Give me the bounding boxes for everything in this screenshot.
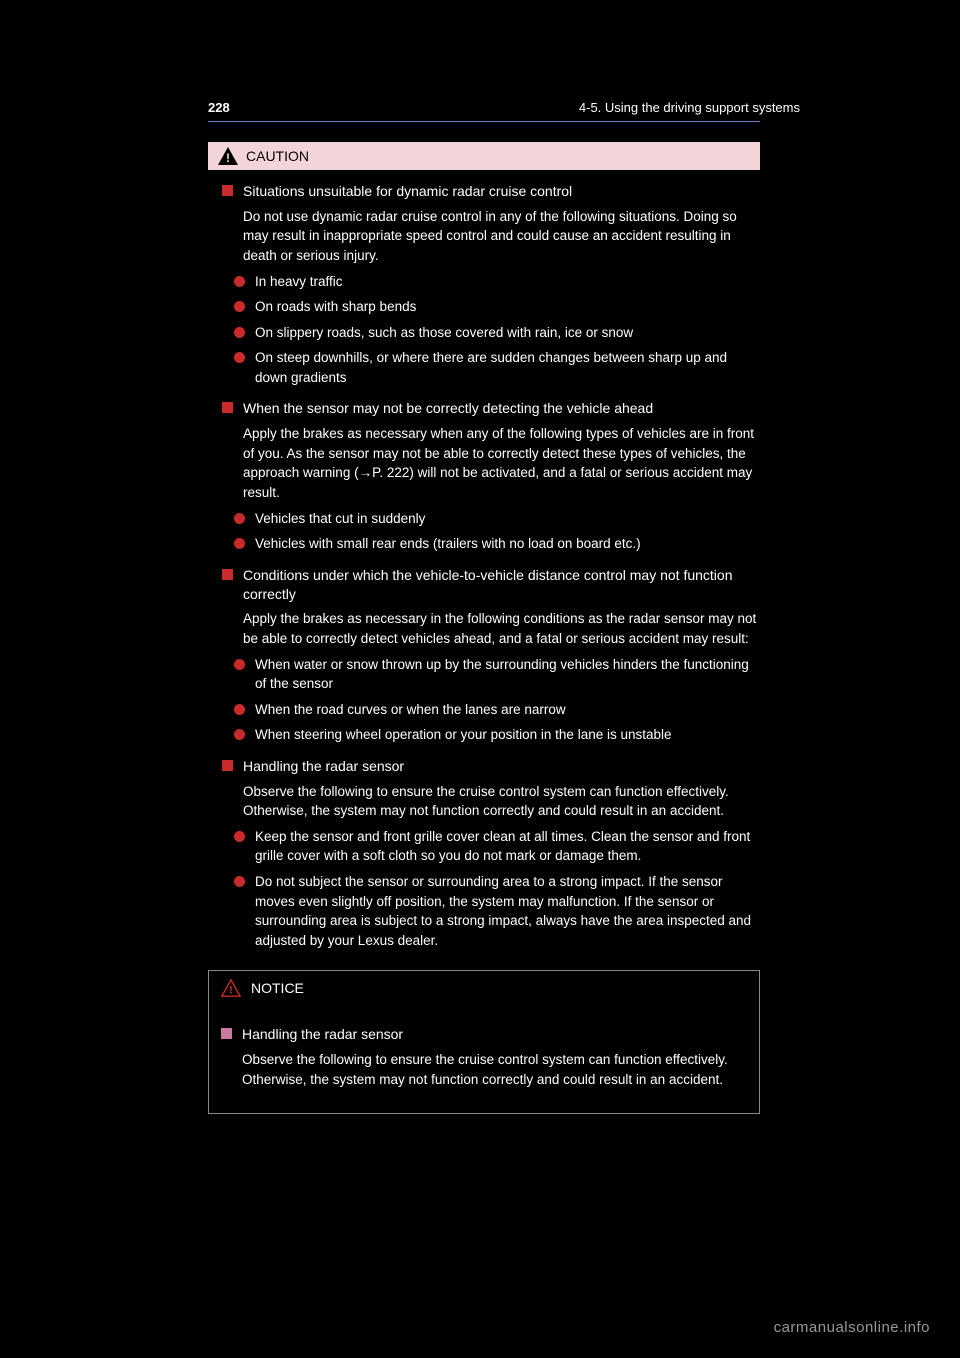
page-number: 228 bbox=[208, 100, 230, 115]
dot-bullet-icon bbox=[234, 831, 245, 842]
dot-bullet-icon bbox=[234, 538, 245, 549]
bullet-item: Keep the sensor and front grille cover c… bbox=[255, 827, 760, 866]
watermark: carmanualsonline.info bbox=[774, 1319, 930, 1336]
caution-banner: ! CAUTION bbox=[208, 142, 760, 170]
section-intro: Apply the brakes as necessary when any o… bbox=[243, 424, 760, 502]
header-divider bbox=[208, 121, 760, 122]
page-content: ! CAUTION Situations unsuitable for dyna… bbox=[208, 142, 760, 1114]
section-intro: Observe the following to ensure the crui… bbox=[243, 782, 760, 821]
square-bullet-icon bbox=[222, 760, 233, 771]
section-heading: 4-5. Using the driving support systems bbox=[579, 100, 800, 115]
caution-section: Handling the radar sensor Observe the fo… bbox=[208, 757, 760, 950]
bullet-item: Vehicles that cut in suddenly bbox=[255, 509, 425, 529]
caution-section: Situations unsuitable for dynamic radar … bbox=[208, 182, 760, 387]
section-title: Conditions under which the vehicle-to-ve… bbox=[243, 566, 760, 604]
bullet-item: On slippery roads, such as those covered… bbox=[255, 323, 633, 343]
bullet-item: When water or snow thrown up by the surr… bbox=[255, 655, 760, 694]
square-bullet-icon bbox=[221, 1028, 232, 1039]
caution-section: When the sensor may not be correctly det… bbox=[208, 399, 760, 553]
dot-bullet-icon bbox=[234, 513, 245, 524]
bullet-item: When steering wheel operation or your po… bbox=[255, 725, 672, 745]
bullet-item: When the road curves or when the lanes a… bbox=[255, 700, 566, 720]
dot-bullet-icon bbox=[234, 729, 245, 740]
dot-bullet-icon bbox=[234, 704, 245, 715]
svg-text:!: ! bbox=[229, 985, 233, 997]
dot-bullet-icon bbox=[234, 876, 245, 887]
alert-triangle-outline-icon: ! bbox=[221, 979, 241, 997]
bullet-item: On roads with sharp bends bbox=[255, 297, 416, 317]
svg-text:!: ! bbox=[226, 151, 230, 165]
dot-bullet-icon bbox=[234, 301, 245, 312]
notice-label: NOTICE bbox=[251, 980, 304, 996]
bullet-item: Vehicles with small rear ends (trailers … bbox=[255, 534, 641, 554]
caution-section: Conditions under which the vehicle-to-ve… bbox=[208, 566, 760, 745]
section-title: Situations unsuitable for dynamic radar … bbox=[243, 182, 572, 201]
bullet-item: Do not subject the sensor or surrounding… bbox=[255, 872, 760, 950]
section-title: Handling the radar sensor bbox=[243, 757, 404, 776]
dot-bullet-icon bbox=[234, 327, 245, 338]
dot-bullet-icon bbox=[234, 276, 245, 287]
square-bullet-icon bbox=[222, 569, 233, 580]
bullet-item: On steep downhills, or where there are s… bbox=[255, 348, 760, 387]
section-intro: Do not use dynamic radar cruise control … bbox=[243, 207, 760, 266]
dot-bullet-icon bbox=[234, 352, 245, 363]
bullet-item: In heavy traffic bbox=[255, 272, 343, 292]
square-bullet-icon bbox=[222, 185, 233, 196]
notice-box: ! NOTICE Handling the radar sensor Obser… bbox=[208, 970, 760, 1114]
notice-body-text: Observe the following to ensure the crui… bbox=[242, 1050, 741, 1089]
caution-label: CAUTION bbox=[246, 148, 309, 164]
section-title: When the sensor may not be correctly det… bbox=[243, 399, 653, 418]
dot-bullet-icon bbox=[234, 659, 245, 670]
square-bullet-icon bbox=[222, 402, 233, 413]
notice-title: Handling the radar sensor bbox=[242, 1025, 403, 1044]
section-intro: Apply the brakes as necessary in the fol… bbox=[243, 609, 760, 648]
alert-triangle-icon: ! bbox=[218, 147, 238, 165]
